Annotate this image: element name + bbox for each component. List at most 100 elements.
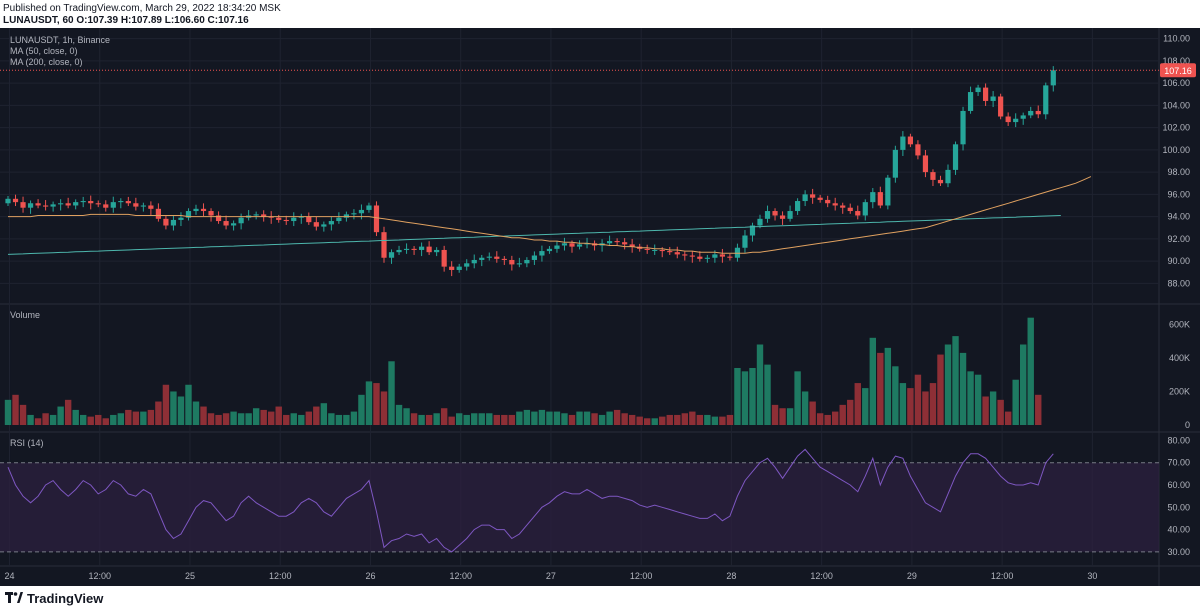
- legend-ma200[interactable]: MA (200, close, 0): [10, 57, 83, 67]
- volume-bar: [568, 414, 576, 425]
- volume-bar: [418, 414, 425, 425]
- candle-body: [298, 216, 304, 218]
- rsi-tick-label: 70.00: [1167, 458, 1190, 468]
- candle-body: [825, 199, 831, 204]
- candle-body: [343, 214, 349, 218]
- volume-bar: [561, 413, 568, 425]
- volume-bar: [230, 411, 237, 425]
- legend-ma50[interactable]: MA (50, close, 0): [10, 46, 78, 56]
- volume-bar: [636, 416, 643, 425]
- volume-bar: [613, 409, 621, 425]
- volume-bar: [320, 403, 328, 425]
- volume-bar: [1012, 379, 1019, 425]
- candle-body: [291, 217, 297, 222]
- volume-bar: [147, 409, 155, 425]
- volume-bar: [283, 414, 290, 425]
- candle-body: [531, 255, 537, 260]
- volume-bar: [832, 411, 839, 425]
- candle-body: [757, 218, 763, 226]
- rsi-tick-label: 30.00: [1167, 547, 1190, 557]
- volume-bar: [245, 413, 252, 425]
- candle-body: [930, 172, 936, 180]
- volume-bar: [726, 414, 734, 425]
- candle-body: [103, 204, 109, 208]
- volume-bar: [628, 414, 636, 425]
- volume-bar: [4, 399, 12, 425]
- volume-title: Volume: [10, 310, 40, 320]
- candle-body: [937, 179, 944, 184]
- volume-bar: [944, 344, 952, 425]
- volume-bar: [237, 413, 245, 425]
- candle-body: [998, 96, 1004, 117]
- time-tick-label: 12:00: [991, 571, 1014, 581]
- volume-bar: [937, 354, 944, 425]
- candle-body: [276, 217, 282, 220]
- candle-body: [471, 259, 477, 264]
- volume-bar: [974, 374, 982, 425]
- volume-bar: [19, 404, 27, 425]
- time-tick-label: 27: [546, 571, 556, 581]
- volume-bar: [997, 399, 1004, 425]
- candle-body: [779, 215, 786, 219]
- time-tick-label: 24: [4, 571, 14, 581]
- volume-bar: [275, 406, 282, 425]
- candle-body: [840, 205, 846, 208]
- volume-bar: [64, 399, 72, 425]
- candle-body: [516, 263, 522, 265]
- volume-bar: [576, 411, 583, 425]
- candle-body: [441, 249, 447, 267]
- candle-body: [231, 223, 237, 226]
- volume-bar: [358, 394, 365, 425]
- chart-area[interactable]: 110.00 108.00 106.00 104.00 102.00 100.00 98.0…: [0, 28, 1200, 586]
- candle-body: [922, 155, 929, 173]
- candle-body: [155, 208, 161, 219]
- candle-body: [877, 192, 883, 206]
- volume-bar: [478, 413, 485, 425]
- candle-body: [366, 205, 372, 210]
- volume-bar: [102, 418, 109, 425]
- volume-bar: [914, 374, 922, 425]
- volume-bar: [305, 411, 312, 425]
- candle-body: [907, 136, 913, 145]
- rsi-tick-label: 80.00: [1167, 435, 1190, 445]
- candle-body: [306, 216, 312, 223]
- price-tick-label: 104.00: [1162, 100, 1190, 110]
- price-tick-label: 102.00: [1162, 123, 1190, 133]
- tradingview-logo-icon: [5, 591, 23, 606]
- candle-body: [817, 197, 823, 200]
- volume-bar: [696, 414, 704, 425]
- price-tick-label: 98.00: [1167, 167, 1190, 177]
- rsi-line: [7, 448, 1054, 553]
- candle-body: [110, 202, 116, 208]
- candle-body: [659, 249, 665, 252]
- volume-bar: [531, 411, 538, 425]
- tradingview-logo[interactable]: TradingView: [5, 591, 103, 606]
- candle-body: [885, 177, 891, 206]
- volume-bar: [335, 414, 343, 425]
- candle-body: [1050, 70, 1056, 86]
- volume-bar: [177, 396, 185, 425]
- volume-bar: [816, 413, 824, 425]
- legend-symbol[interactable]: LUNAUSDT, 1h, Binance: [10, 35, 111, 45]
- volume-bar: [215, 414, 222, 425]
- volume-bar: [471, 413, 478, 425]
- volume-bar: [313, 406, 320, 425]
- candle-body: [584, 243, 590, 245]
- volume-bar: [794, 371, 801, 425]
- volume-bar: [95, 414, 102, 425]
- candle-body: [832, 203, 838, 206]
- volume-bar: [508, 414, 516, 425]
- time-tick-label: 12:00: [269, 571, 292, 581]
- candle-body: [952, 144, 959, 170]
- candle-body: [539, 251, 545, 256]
- volume-bar: [260, 409, 267, 425]
- candle-body: [411, 248, 417, 250]
- volume-bar: [982, 396, 989, 425]
- candle-body: [223, 221, 229, 226]
- volume-bar: [87, 416, 94, 425]
- volume-bar: [704, 414, 711, 425]
- rsi-title: RSI (14): [10, 438, 44, 448]
- candle-body: [1028, 110, 1034, 116]
- candle-body: [268, 216, 274, 218]
- chart-svg[interactable]: 110.00 108.00 106.00 104.00 102.00 100.00 98.0…: [0, 28, 1200, 586]
